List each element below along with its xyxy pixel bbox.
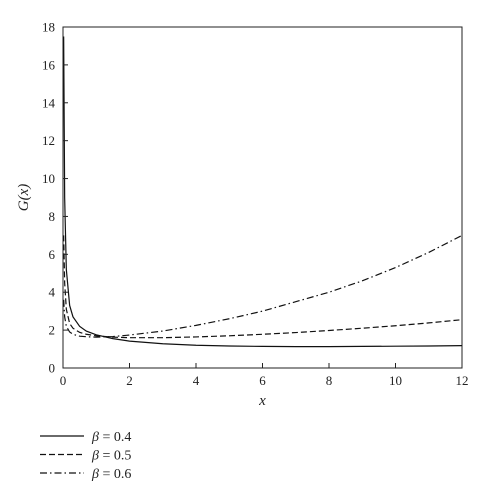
legend-symbol: β bbox=[91, 449, 99, 464]
y-tick-label: 8 bbox=[49, 209, 56, 224]
x-tick-label: 4 bbox=[193, 373, 200, 388]
y-tick-label: 2 bbox=[49, 323, 56, 338]
y-tick-label: 18 bbox=[42, 20, 55, 35]
plot-frame bbox=[62, 26, 463, 369]
y-axis: 0 2 4 6 8 10 12 14 16 18 bbox=[42, 20, 68, 376]
legend: β = 0.4β = 0.5β = 0.6 bbox=[40, 430, 131, 482]
y-tick-label: 0 bbox=[49, 361, 56, 376]
x-tick-label: 6 bbox=[259, 373, 266, 388]
x-tick-label: 12 bbox=[456, 373, 469, 388]
y-tick-label: 6 bbox=[49, 247, 56, 262]
x-tick-label: 0 bbox=[60, 373, 67, 388]
y-tick-label: 16 bbox=[42, 57, 56, 72]
legend-symbol: β bbox=[91, 430, 99, 445]
x-axis: 0 2 4 6 8 10 12 bbox=[60, 363, 469, 388]
legend-value: = 0.5 bbox=[99, 449, 131, 464]
y-tick-label: 12 bbox=[42, 133, 55, 148]
y-axis-title: G(x) bbox=[16, 184, 32, 211]
legend-label-3: β = 0.6 bbox=[91, 467, 131, 482]
plot-area bbox=[62, 26, 463, 369]
x-axis-title: x bbox=[258, 393, 266, 409]
x-tick-label: 8 bbox=[326, 373, 333, 388]
series-line-2 bbox=[63, 235, 462, 339]
legend-value: = 0.4 bbox=[99, 430, 131, 445]
x-tick-label: 2 bbox=[126, 373, 133, 388]
series-line-1 bbox=[63, 36, 462, 348]
x-tick-label: 10 bbox=[389, 373, 402, 388]
y-tick-label: 14 bbox=[42, 95, 56, 110]
legend-symbol: β bbox=[91, 467, 99, 482]
y-tick-label: 10 bbox=[42, 171, 55, 186]
y-tick-label: 4 bbox=[49, 285, 56, 300]
legend-value: = 0.6 bbox=[99, 467, 131, 482]
legend-label-1: β = 0.4 bbox=[91, 430, 131, 445]
series-line-3 bbox=[63, 234, 462, 338]
legend-label-2: β = 0.5 bbox=[91, 449, 131, 464]
